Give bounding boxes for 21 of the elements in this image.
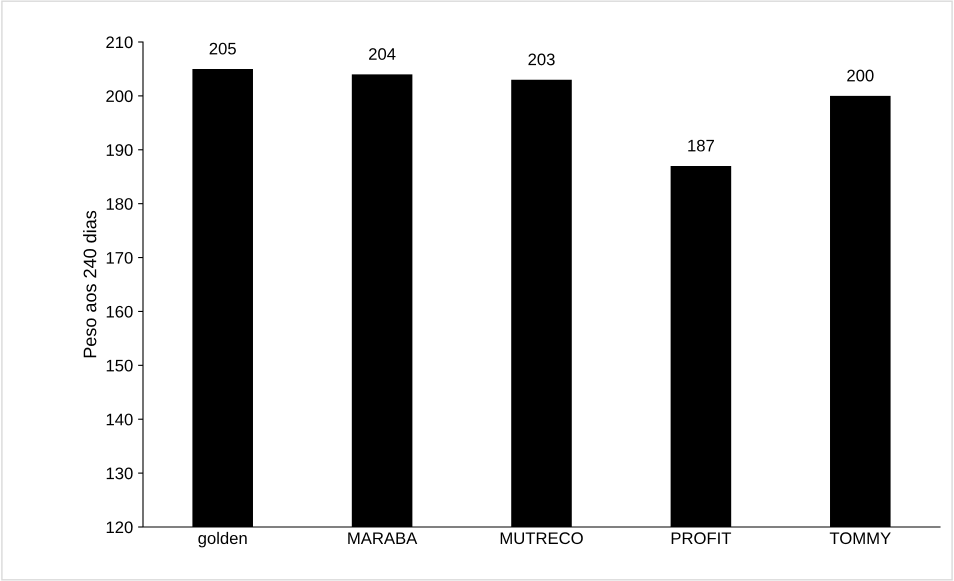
y-tick-label: 180 [106,198,133,210]
x-tick-label: PROFIT [672,532,732,544]
y-tick-label: 200 [106,90,133,102]
x-tick-label: MARABA [348,532,418,544]
y-tick-label: 210 [106,36,133,48]
y-tick-label: 190 [106,144,133,156]
y-tick-label: 160 [106,306,133,318]
y-tick-label: 140 [106,414,133,426]
y-tick-label: 150 [106,360,133,372]
x-tick-label: MUTRECO [500,532,583,544]
x-tick-label: golden [198,532,247,548]
data-label: 203 [528,54,555,66]
y-tick-label: 130 [106,468,133,480]
y-tick-label: 170 [106,252,133,264]
y-tick-label: 120 [106,521,133,534]
data-label: 205 [210,42,236,55]
data-label: 204 [369,48,396,60]
data-label: 200 [847,70,874,82]
y-axis-title: Peso aos 240 dias [83,210,96,358]
data-label: 187 [688,140,714,152]
x-tick-label: TOMMY [830,532,891,544]
